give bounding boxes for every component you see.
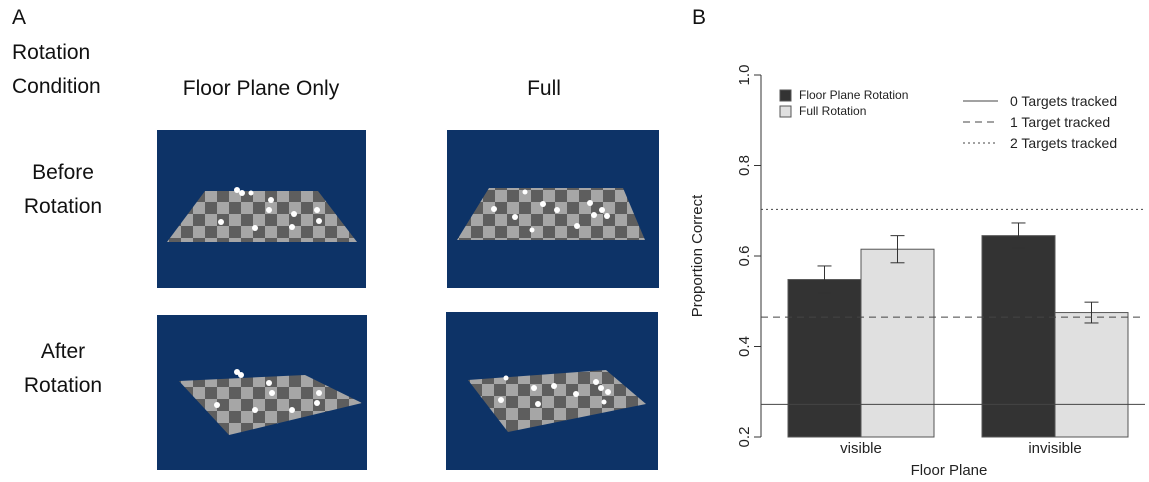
legend-series-label: Floor Plane Rotation [799, 88, 908, 102]
scene-before-full [447, 130, 659, 288]
row-after-rotation: After Rotation [8, 335, 118, 403]
legend-reference-label: 1 Target tracked [1010, 114, 1110, 130]
y-axis-label: Proportion Correct [689, 194, 706, 317]
y-tick-label: 0.2 [736, 427, 753, 448]
checkerboard-scene-image [468, 370, 646, 432]
row-before-line-2: Rotation [23, 195, 103, 218]
scene-after-full [446, 312, 658, 470]
legend-swatch [779, 105, 792, 118]
checkerboard-scene-image [179, 369, 362, 435]
x-axis-label: Floor Plane [911, 462, 988, 479]
bar-chart: 0.2 0.4 0.6 0.8 1.0 Proportion Correct visible… [689, 65, 1145, 479]
x-tick-label: invisible [1028, 440, 1081, 457]
row-before-rotation: Before Rotation [8, 156, 118, 224]
legend-reference-label: 2 Targets tracked [1010, 135, 1117, 151]
column-full: Full [527, 77, 561, 100]
x-tick-label: visible [840, 440, 882, 457]
checkerboard-scene-image [457, 188, 645, 240]
y-tick-label: 0.6 [736, 246, 753, 267]
checkerboard-scene-image [167, 187, 357, 242]
legend-reference-label: 0 Targets tracked [1010, 93, 1117, 109]
y-tick-label: 0.8 [736, 155, 753, 176]
scene-before-floor-only [157, 130, 366, 288]
bar-invisible-0 [981, 235, 1056, 438]
y-tick-label: 0.4 [736, 336, 753, 357]
row-after-line-2: Rotation [23, 374, 103, 397]
row-after-line-1: After [40, 340, 86, 363]
bar-visible-0 [787, 279, 862, 438]
header-line-2: Condition [12, 75, 101, 98]
header-line-1: Rotation [12, 41, 91, 64]
panel-a-letter: A [12, 6, 27, 29]
scene-after-floor-only [157, 315, 367, 470]
rotation-condition-header: Rotation Condition [12, 36, 101, 104]
legend-swatch [779, 89, 792, 102]
row-before-line-1: Before [32, 161, 94, 184]
y-tick-label: 1.0 [736, 65, 753, 86]
bar-invisible-1 [1054, 312, 1129, 438]
column-floor-plane-only: Floor Plane Only [182, 77, 340, 100]
bar-visible-1 [860, 248, 935, 438]
legend-series-label: Full Rotation [799, 104, 866, 118]
panel-b-letter: B [692, 6, 707, 29]
